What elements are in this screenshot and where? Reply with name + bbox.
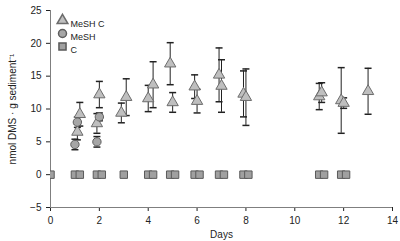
svg-text:0: 0 bbox=[36, 169, 42, 180]
svg-text:6: 6 bbox=[194, 215, 200, 226]
svg-text:10: 10 bbox=[289, 215, 301, 226]
svg-text:nmol DMS · g sediment⁻¹: nmol DMS · g sediment⁻¹ bbox=[7, 53, 18, 164]
svg-text:4: 4 bbox=[145, 215, 151, 226]
svg-text:14: 14 bbox=[387, 215, 399, 226]
svg-text:MeSH: MeSH bbox=[71, 32, 96, 42]
svg-text:8: 8 bbox=[243, 215, 249, 226]
svg-text:20: 20 bbox=[30, 38, 42, 49]
svg-text:15: 15 bbox=[30, 70, 42, 81]
svg-text:2: 2 bbox=[97, 215, 103, 226]
svg-text:MeSH C: MeSH C bbox=[71, 19, 106, 29]
svg-text:25: 25 bbox=[30, 5, 42, 16]
svg-text:0: 0 bbox=[48, 215, 54, 226]
svg-text:−5: −5 bbox=[30, 202, 42, 213]
svg-text:12: 12 bbox=[338, 215, 350, 226]
svg-text:Days: Days bbox=[210, 229, 233, 240]
svg-text:10: 10 bbox=[30, 103, 42, 114]
svg-text:5: 5 bbox=[36, 136, 42, 147]
svg-text:C: C bbox=[71, 45, 78, 55]
